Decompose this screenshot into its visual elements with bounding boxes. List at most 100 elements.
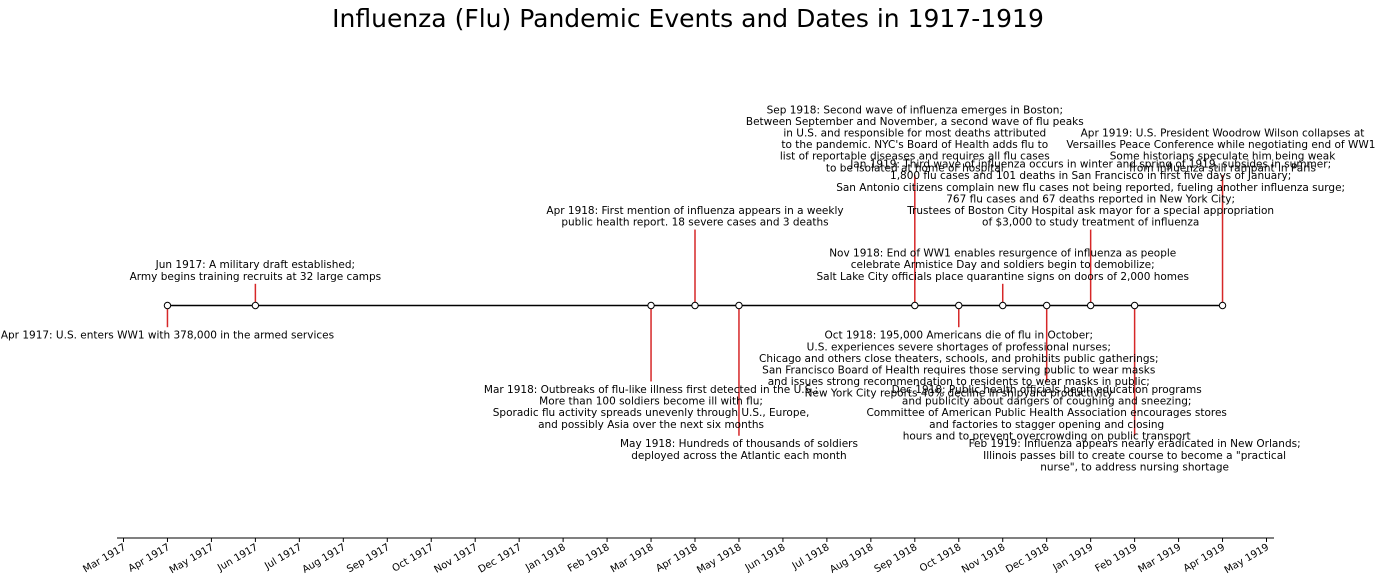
event-label-line: to the pandemic. NYC's Board of Health a…: [781, 139, 1048, 151]
x-tick-label: Sep 1918: [873, 542, 920, 575]
event-label-line: Illinois passes bill to create course to…: [983, 450, 1286, 462]
event-marker: [1042, 301, 1051, 310]
event-label-line: U.S. experiences severe shortages of pro…: [807, 341, 1111, 353]
x-tick-label: Oct 1917: [390, 542, 435, 574]
event-label-line: San Francisco Board of Health requires t…: [762, 365, 1155, 377]
x-tick-label: Nov 1917: [432, 542, 479, 576]
event-labels: Apr 1917: U.S. enters WW1 with 378,000 i…: [1, 104, 1375, 473]
x-tick-label: Jan 1918: [523, 542, 568, 574]
x-tick-label: Mar 1919: [1136, 542, 1183, 575]
event-label: Jun 1917: A military draft established; A…: [130, 259, 382, 283]
event-marker: [911, 301, 919, 310]
event-label-line: Some historians speculate him being weak: [1110, 151, 1336, 163]
event-label-line: Army begins training recruits at 32 larg…: [130, 271, 382, 283]
x-tick-label: Apr 1918: [654, 542, 699, 574]
x-tick-label: Jun 1917: [215, 542, 260, 574]
x-tick-label: Dec 1918: [1004, 542, 1051, 576]
x-tick-label: Nov 1918: [960, 542, 1007, 576]
event-label-line: deployed across the Atlantic each month: [631, 450, 846, 462]
event-label-line: More than 100 soldiers become ill with f…: [539, 396, 763, 408]
event-label-line: and issues strong recommendation to resi…: [768, 376, 1150, 388]
x-tick-label: Aug 1918: [828, 542, 875, 576]
x-tick-label: Mar 1917: [81, 542, 128, 575]
x-tick-label: Oct 1918: [918, 542, 963, 574]
x-tick-label: Sep 1917: [345, 542, 392, 575]
x-tick-label: May 1919: [1223, 542, 1271, 576]
x-tick-label: Dec 1917: [477, 542, 524, 576]
event-label-line: Apr 1918: First mention of influenza app…: [546, 205, 843, 217]
event-label-line: Sporadic flu activity spreads unevenly t…: [493, 407, 810, 419]
event-label-line: to be isolated at home or hospital: [826, 162, 1004, 174]
event-label-line: 1,800 flu cases and 101 deaths in San Fr…: [890, 170, 1291, 182]
event-marker: [955, 301, 963, 310]
event-marker: [735, 301, 743, 310]
event-marker: [691, 301, 699, 310]
event-label: Apr 1918: First mention of influenza app…: [546, 205, 843, 229]
event-label-line: New York City reports 40% decline in shi…: [805, 388, 1113, 400]
x-tick-label: Mar 1918: [609, 542, 656, 575]
event-label-line: hours and to prevent overcrowding on pub…: [903, 430, 1191, 442]
event-label-line: 767 flu cases and 67 deaths reported in …: [946, 193, 1235, 205]
event-label-line: San Antonio citizens complain new flu ca…: [836, 182, 1345, 194]
x-tick-label: May 1917: [168, 542, 216, 576]
event-marker: [1130, 301, 1139, 310]
event-label-line: nurse", to address nursing shortage: [1040, 461, 1229, 473]
x-tick-label: Jul 1917: [262, 542, 304, 572]
event-label-line: Trustees of Boston City Hospital ask may…: [906, 205, 1274, 217]
event-label-line: Between September and November, a second…: [746, 116, 1084, 128]
event-label-line: Jun 1917: A military draft established;: [155, 259, 355, 271]
x-tick-label: Jun 1918: [743, 542, 788, 574]
event-label-line: Sep 1918: Second wave of influenza emerg…: [767, 104, 1063, 116]
event-label-line: public health report. 18 severe cases an…: [561, 217, 828, 229]
x-tick-label: May 1918: [695, 542, 743, 576]
x-tick-label: Feb 1918: [566, 542, 612, 575]
event-label: Oct 1918: 195,000 Americans die of flu i…: [759, 330, 1158, 400]
event-label: Apr 1919: U.S. President Woodrow Wilson …: [1066, 128, 1375, 175]
event-label-line: Committee of American Public Health Asso…: [866, 407, 1226, 419]
event-label-line: Apr 1919: U.S. President Woodrow Wilson …: [1081, 128, 1365, 140]
event-label-line: Dec 1918: Public health officials begin …: [892, 384, 1202, 396]
event-label-line: Versailles Peace Conference while negoti…: [1066, 139, 1375, 151]
event-stems: [166, 175, 1224, 436]
event-label-line: celebrate Armistice Day and soldiers beg…: [851, 259, 1155, 271]
event-marker: [1086, 301, 1095, 310]
x-tick-label: Aug 1917: [301, 542, 348, 576]
event-marker: [251, 301, 260, 310]
event-label-line: Salt Lake City officials place quarantin…: [816, 271, 1189, 283]
event-markers: [163, 301, 1227, 310]
x-tick-label: Feb 1919: [1093, 542, 1139, 575]
event-label-line: from influenza still rampant in Paris: [1129, 162, 1316, 174]
event-label-line: May 1918: Hundreds of thousands of soldi…: [620, 438, 858, 450]
x-tick-label: Jan 1919: [1051, 542, 1096, 574]
event-label-line: Oct 1918: 195,000 Americans die of flu i…: [824, 330, 1093, 342]
event-marker: [647, 301, 655, 310]
event-label-line: and publicity about dangers of coughing …: [902, 396, 1192, 408]
event-label: Feb 1919: Influenza appears nearly eradi…: [969, 438, 1301, 473]
event-label-line: Feb 1919: Influenza appears nearly eradi…: [969, 438, 1301, 450]
event-label: Nov 1918: End of WW1 enables resurgence …: [816, 248, 1189, 283]
event-label-line: Chicago and others close theaters, schoo…: [759, 353, 1158, 365]
event-label: Jan 1919: Third wave of influenza occurs…: [836, 159, 1345, 229]
event-label: May 1918: Hundreds of thousands of soldi…: [620, 438, 858, 462]
event-label-line: and factories to stagger opening and clo…: [929, 419, 1164, 431]
x-tick-label: Jul 1918: [790, 542, 832, 572]
x-tick-label: Apr 1919: [1182, 542, 1227, 574]
event-label: Apr 1917: U.S. enters WW1 with 378,000 i…: [1, 330, 334, 342]
event-label-line: Mar 1918: Outbreaks of flu-like illness …: [484, 384, 818, 396]
event-label: Dec 1918: Public health officials begin …: [866, 384, 1226, 442]
event-marker: [999, 301, 1007, 310]
event-label-line: Apr 1917: U.S. enters WW1 with 378,000 i…: [1, 330, 334, 342]
chart-title: Influenza (Flu) Pandemic Events and Date…: [332, 4, 1044, 33]
event-marker: [163, 301, 172, 310]
event-label-line: Nov 1918: End of WW1 enables resurgence …: [829, 248, 1176, 260]
event-label-line: in U.S. and responsible for most deaths …: [783, 128, 1046, 140]
event-label: Mar 1918: Outbreaks of flu-like illness …: [484, 384, 818, 431]
event-label-line: and possibly Asia over the next six mont…: [538, 419, 764, 431]
event-label-line: list of reportable diseases and requires…: [780, 151, 1050, 163]
event-marker: [1218, 301, 1227, 310]
x-tick-label: Apr 1917: [127, 542, 172, 574]
event-label-line: of $3,000 to study treatment of influenz…: [982, 217, 1199, 229]
event-label: Sep 1918: Second wave of influenza emerg…: [746, 104, 1084, 174]
